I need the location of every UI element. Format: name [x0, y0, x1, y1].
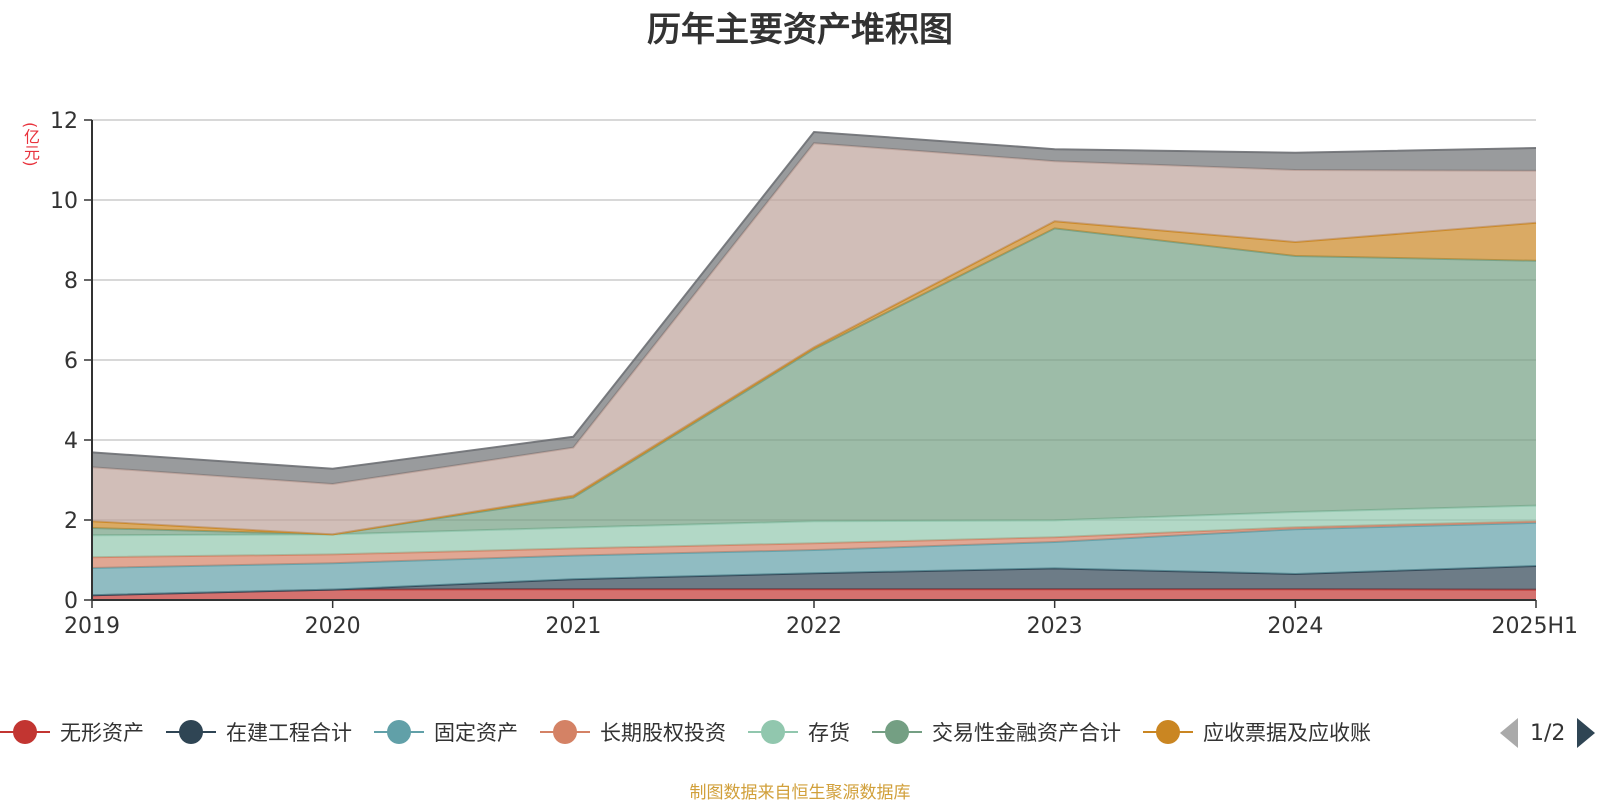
series-0-area: [92, 589, 1536, 600]
legend-item[interactable]: 在建工程合计: [166, 717, 352, 747]
x-tick-label: 2023: [1027, 614, 1083, 639]
legend-marker-icon: [540, 720, 590, 744]
x-tick-label: 2021: [545, 614, 601, 639]
x-tick-label: 2024: [1267, 614, 1323, 639]
legend-prev-page-icon[interactable]: [1500, 718, 1518, 748]
series-7-area: [92, 143, 1536, 535]
chart-title: 历年主要资产堆积图: [647, 10, 953, 50]
legend-label: 无形资产: [60, 721, 144, 745]
legend-marker-icon: [748, 720, 798, 744]
legend-marker-icon: [374, 720, 424, 744]
legend-next-page-icon[interactable]: [1577, 718, 1596, 748]
legend-label: 固定资产: [434, 721, 518, 745]
legend-item[interactable]: 交易性金融资产合计: [872, 717, 1121, 747]
y-tick-label: 10: [50, 189, 78, 214]
y-tick-label: 4: [64, 429, 78, 454]
series-2-area: [92, 522, 1536, 596]
series-5-area: [92, 228, 1536, 536]
series-8-line: [91, 130, 1537, 470]
legend-pager: 1/2: [1500, 716, 1596, 750]
legend-label: 交易性金融资产合计: [932, 721, 1121, 745]
series-1-area: [92, 566, 1536, 596]
y-tick-label: 0: [64, 589, 78, 614]
legend-page-indicator: 1/2: [1530, 720, 1566, 746]
legend-label: 在建工程合计: [226, 721, 352, 745]
y-tick-label: 6: [64, 349, 78, 374]
y-tick-label: 2: [64, 509, 78, 534]
legend-item[interactable]: 长期股权投资: [540, 717, 726, 747]
series-8-area: [92, 132, 1536, 484]
axes: 0 2 4 6 8 10 12 2019 2020 2021 2022 2023 2024 2025H1: [50, 109, 1578, 639]
legend: 无形资产 在建工程合计 固定资产 长期股权投资 存货 交易性金融资产合计 应收票据及应收账: [0, 712, 1393, 752]
legend-label: 应收票据及应收账: [1203, 721, 1371, 745]
x-tick-label: 2020: [305, 614, 361, 639]
series-4-area: [92, 505, 1536, 558]
chart-plot: 0 2 4 6 8 10 12 2019 2020 2021 2022 2023 2024 2025H1: [50, 109, 1578, 639]
x-tick-label: 2022: [786, 614, 842, 639]
legend-label: 存货: [808, 721, 850, 745]
legend-marker-icon: [872, 720, 922, 744]
x-tick-label: 2025H1: [1491, 614, 1578, 639]
data-source-note: 制图数据来自恒生聚源数据库: [689, 783, 911, 803]
legend-item[interactable]: 存货: [748, 717, 850, 747]
y-tick-label: 12: [50, 109, 78, 134]
series-6-area: [92, 221, 1536, 535]
y-axis-unit-label: (亿元): [21, 122, 40, 167]
stacked-areas: [91, 130, 1537, 600]
y-tick-label: 8: [64, 269, 78, 294]
legend-marker-icon: [1143, 720, 1193, 744]
legend-item[interactable]: 应收票据及应收账: [1143, 717, 1371, 747]
legend-marker-icon: [166, 720, 216, 744]
x-tick-label: 2019: [64, 614, 120, 639]
legend-marker-icon: [0, 720, 50, 744]
legend-item[interactable]: 无形资产: [0, 717, 144, 747]
legend-label: 长期股权投资: [600, 721, 726, 745]
legend-item[interactable]: 固定资产: [374, 717, 518, 747]
